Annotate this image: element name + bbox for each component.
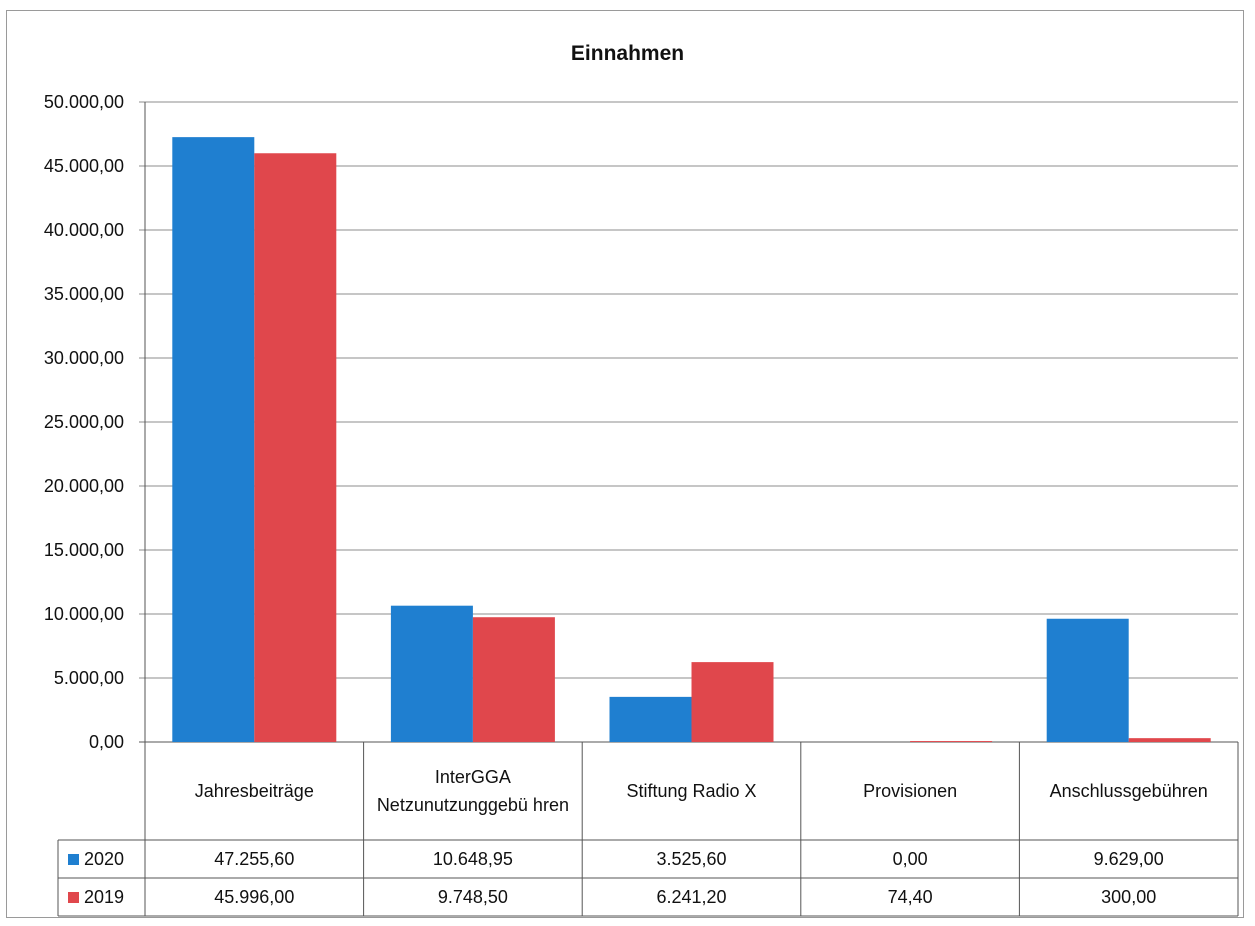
chart-frame: [6, 10, 1244, 918]
bar-2020: [172, 137, 255, 743]
category-label: Provisionen: [863, 781, 958, 801]
category-label: InterGGA Netzunutzunggebü hren: [376, 767, 569, 815]
y-tick-label: 40.000,00: [43, 220, 124, 240]
bar-2020: [1046, 618, 1129, 742]
y-tick-label: 20.000,00: [43, 476, 124, 496]
y-tick-label: 5.000,00: [53, 668, 124, 688]
table-value-cell: 45.996,00: [214, 886, 295, 907]
bar-2020: [609, 696, 692, 742]
table-value-cell: 300,00: [1101, 886, 1157, 907]
table-value-cell: 9.748,50: [437, 886, 508, 907]
bar-2019: [472, 617, 555, 742]
y-tick-label: 30.000,00: [43, 348, 124, 368]
legend-entry-2019: 2019: [58, 878, 145, 916]
table-value-cell: 9.629,00: [1093, 848, 1164, 869]
legend-label: 2020: [84, 848, 125, 869]
y-tick-label: 45.000,00: [43, 156, 124, 176]
chart-title: Einnahmen: [570, 42, 685, 65]
table-value-cell: 6.241,20: [656, 886, 727, 907]
legend-label: 2019: [84, 886, 125, 907]
y-tick-label: 10.000,00: [43, 604, 124, 624]
bar-2020: [390, 605, 473, 742]
y-tick-label: 0,00: [88, 732, 124, 752]
y-tick-label: 35.000,00: [43, 284, 124, 304]
legend-swatch: [68, 891, 79, 903]
bar-2019: [910, 741, 993, 742]
category-label: Stiftung Radio X: [626, 781, 757, 801]
y-tick-label: 15.000,00: [43, 540, 124, 560]
y-tick-label: 50.000,00: [43, 92, 124, 112]
bar-2019: [254, 153, 337, 742]
bar-2019: [691, 662, 774, 742]
table-value-cell: 0,00: [892, 848, 928, 869]
y-tick-label: 25.000,00: [43, 412, 124, 432]
table-value-cell: 74,40: [887, 886, 933, 907]
bar-2019: [1128, 738, 1211, 742]
category-label: Anschlussgebühren: [1049, 781, 1208, 801]
table-value-cell: 10.648,95: [432, 848, 513, 869]
legend-entry-2020: 2020: [58, 840, 145, 878]
table-value-cell: 47.255,60: [214, 848, 295, 869]
category-label: Jahresbeiträge: [194, 781, 314, 801]
legend-swatch: [68, 853, 79, 865]
table-value-cell: 3.525,60: [656, 848, 727, 869]
